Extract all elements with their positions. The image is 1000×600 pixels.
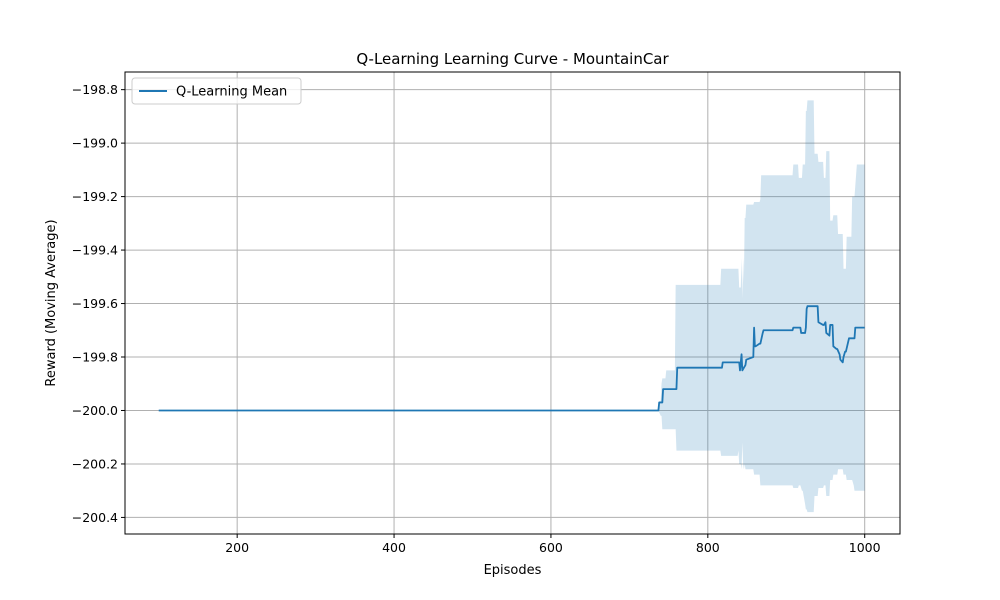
- y-tick-label: −199.4: [72, 243, 118, 258]
- y-tick-label: −199.8: [72, 350, 118, 365]
- std-band-layer: [658, 100, 865, 513]
- y-tick-label: −200.4: [72, 510, 118, 525]
- y-tick-label: −199.0: [72, 136, 118, 151]
- x-tick-label: 1000: [849, 540, 881, 555]
- y-axis: −200.4 −200.2 −200.0 −199.8 −199.6 −199.4 −199…: [72, 82, 125, 525]
- y-tick-label: −198.8: [72, 82, 118, 97]
- plot-frame: [124, 71, 901, 535]
- std-band: [658, 100, 865, 513]
- legend-box: [131, 77, 302, 105]
- y-axis-label: Reward (Moving Average): [44, 219, 59, 386]
- x-tick-label: 400: [382, 540, 406, 555]
- legend-label: Q-Learning Mean: [176, 85, 287, 100]
- mean-line-layer: [158, 305, 865, 412]
- x-tick-label: 600: [539, 540, 563, 555]
- y-tick-label: −200.0: [72, 403, 118, 418]
- x-axis-label: Episodes: [484, 563, 542, 578]
- x-tick-label: 200: [225, 540, 249, 555]
- legend: Q-Learning Mean: [131, 77, 302, 105]
- x-axis: 200 400 600 800 1000: [225, 534, 881, 555]
- y-tick-label: −199.6: [72, 296, 118, 311]
- x-tick-label: 800: [696, 540, 720, 555]
- y-tick-label: −200.2: [72, 456, 118, 471]
- y-tick-label: −199.2: [72, 189, 118, 204]
- chart-title: Q-Learning Learning Curve - MountainCar: [356, 50, 669, 68]
- series-line-q-learning-mean: [158, 305, 865, 412]
